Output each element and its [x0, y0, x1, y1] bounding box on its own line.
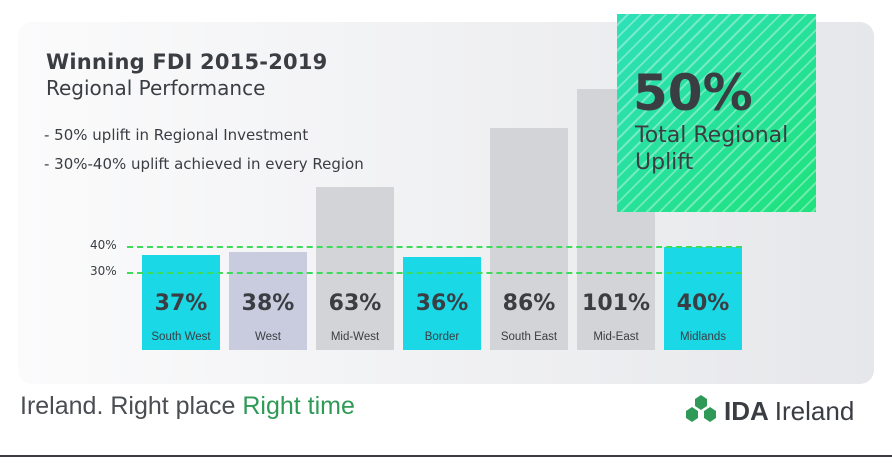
bullet-list: - 50% uplift in Regional Investment - 30… — [44, 121, 364, 179]
bar-value-label: 63% — [328, 291, 382, 316]
bar-value-label: 40% — [676, 291, 730, 316]
bar-value-label: 38% — [241, 291, 295, 316]
bottom-divider — [0, 455, 892, 457]
brand-logo: IDA Ireland — [684, 394, 854, 428]
bar-category-label: Border — [424, 331, 460, 343]
brand-strong: IDA — [724, 395, 769, 426]
total-uplift-highlight: 50% Total Regional Uplift — [617, 14, 816, 212]
bar-value-label: 37% — [154, 291, 208, 316]
bar-category-label: South West — [151, 331, 211, 343]
highlight-value: 50% — [633, 64, 753, 122]
highlight-label: Total Regional Uplift — [635, 123, 789, 175]
ida-logo-icon — [684, 392, 718, 431]
reference-line — [127, 245, 742, 248]
brand-light: Ireland — [774, 395, 855, 426]
bar-midlands — [664, 246, 742, 350]
bar-mid-west — [316, 187, 394, 350]
footer-tagline: Ireland. Right place Right time — [20, 392, 355, 421]
reference-line-label: 40% — [90, 237, 117, 252]
heading-block: Winning FDI 2015-2019 Regional Performan… — [46, 50, 327, 100]
reference-line — [127, 271, 742, 274]
bar-category-label: South East — [500, 331, 558, 343]
bar-value-label: 36% — [415, 291, 469, 316]
bullet-item: - 50% uplift in Regional Investment — [44, 126, 309, 144]
bar-category-label: West — [255, 331, 281, 343]
bar-category-label: Mid-East — [593, 331, 639, 343]
bullet-item: - 30%-40% uplift achieved in every Regio… — [44, 155, 364, 173]
tagline-main: Ireland. Right place — [20, 392, 236, 420]
bar-south-east — [490, 128, 568, 350]
chart-title: Winning FDI 2015-2019 — [46, 50, 328, 74]
bar-value-label: 86% — [502, 291, 556, 316]
reference-line-label: 30% — [90, 263, 117, 278]
bar-west — [229, 251, 307, 350]
chart-subtitle: Regional Performance — [46, 76, 266, 100]
bar-category-label: Mid-West — [330, 331, 380, 343]
tagline-accent: Right time — [242, 392, 355, 420]
bar-value-label: 101% — [582, 291, 650, 316]
bar-south-west — [142, 254, 220, 350]
bar-category-label: Midlands — [679, 331, 727, 343]
